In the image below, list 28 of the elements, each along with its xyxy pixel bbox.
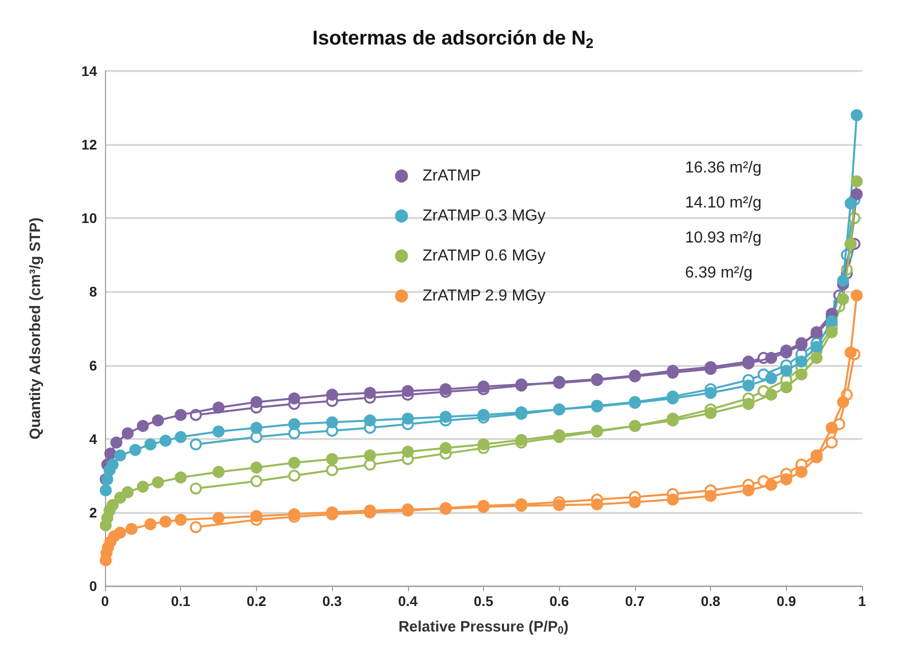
x-tick-label: 0.7: [625, 593, 645, 609]
y-tick-label: 0: [89, 578, 98, 594]
legend-label: ZrATMP 0.3 MGy: [422, 208, 546, 224]
annotation: 6.39 m²/g: [684, 264, 753, 282]
y-tick-label: 2: [89, 504, 98, 520]
x-tick-label: 0.4: [398, 593, 418, 609]
legend-label: ZrATMP: [422, 168, 481, 184]
x-tick-label: 0.5: [474, 593, 494, 609]
x-tick-label: 0.6: [549, 593, 570, 609]
x-tick-label: 0.1: [170, 593, 191, 609]
x-tick-label: 0.9: [776, 593, 796, 609]
x-tick-label: 0.8: [700, 593, 721, 609]
x-tick-label: 0.3: [322, 593, 342, 609]
legend-label: ZrATMP 0.6 MGy: [422, 248, 546, 264]
annotation: 10.93 m²/g: [685, 230, 762, 246]
y-tick-label: 14: [81, 63, 98, 79]
x-tick-label: 0.2: [246, 593, 266, 609]
legend-label: ZrATMP 2.9 MGy: [422, 288, 546, 304]
y-tick-label: 6: [89, 357, 98, 374]
y-tick-label: 10: [81, 210, 98, 226]
annotation: 16.36 m²/g: [685, 160, 762, 176]
y-tick-label: 4: [89, 430, 98, 447]
y-axis-title: Quantity Adsorbed (cm³/g STP): [27, 218, 44, 440]
y-tick-label: 8: [89, 284, 98, 300]
annotation: 14.10 m²/g: [685, 194, 762, 212]
x-tick-label: 0: [101, 593, 110, 609]
x-tick-label: 1: [858, 593, 866, 609]
y-tick-label: 12: [81, 136, 98, 153]
